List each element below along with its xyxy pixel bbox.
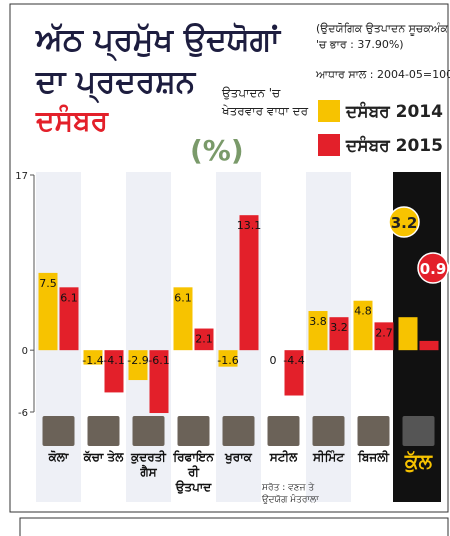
unit-label: (%) [190, 134, 244, 167]
total-badge [417, 252, 449, 284]
bar [83, 350, 103, 365]
bar [398, 317, 418, 351]
category-icon [222, 416, 255, 446]
category-icon [132, 416, 165, 446]
note: (ਉਦਯੋਗਿਕ ਉਤਪਾਦਨ ਸੂਚਕਅੰਕ [316, 22, 448, 35]
value-label: -6.1 [148, 354, 169, 367]
y-tick-label: 17 [15, 171, 28, 182]
x-tick-label: ਬਿਜਲੀ [358, 450, 389, 464]
value-label: 6.1 [174, 291, 192, 304]
legend-label: ਦਸੰਬਰ 2015 [345, 135, 443, 156]
value-label: -4.1 [103, 354, 124, 367]
bar [128, 350, 148, 381]
value-label: 0.9 [420, 260, 447, 278]
bar [59, 287, 79, 351]
value-label: -2.9 [127, 354, 148, 367]
legend-swatch [318, 100, 340, 122]
title-month: ਦਸੰਬਰ [36, 104, 109, 137]
value-label: 3.2 [330, 321, 348, 334]
category-icon [312, 416, 345, 446]
bar [284, 350, 304, 396]
total-badge [388, 206, 420, 238]
bar [353, 300, 373, 351]
bar [419, 340, 439, 351]
x-tick-label: ਕੱਚਾ ਤੇਲ [83, 450, 124, 464]
bar [329, 317, 349, 351]
value-label: 4.8 [354, 305, 372, 318]
x-tick-label: ਕੁਦਰਤੀ ਗੈਸ [131, 450, 166, 479]
value-label: 2.1 [195, 333, 213, 346]
x-tick-label: ਕੁੱਲ [404, 449, 433, 473]
value-label: -1.4 [82, 354, 103, 367]
frame [9, 3, 449, 513]
legend-swatch [318, 134, 340, 156]
bar [308, 311, 328, 351]
title-line: ਅੱਠ ਪ੍ਰਮੁੱਖ ਉਦਯੋਗਾਂ [36, 22, 280, 58]
next-article-frame [19, 517, 449, 536]
value-label: 3.8 [309, 315, 327, 328]
value-label: 3.2 [391, 214, 418, 232]
bar [194, 328, 214, 351]
x-tick-label: ਰਿਫਾਇਨਰੀ ਉਤਪਾਦ [173, 450, 214, 494]
bar [374, 322, 394, 351]
title-line: ਦਾ ਪ੍ਰਦਰਸ਼ਨ [36, 64, 196, 100]
subtitle: ਉਤਪਾਦਨ 'ਚ [222, 86, 281, 100]
value-label: 6.1 [60, 291, 78, 304]
column-band [126, 172, 171, 502]
bar [239, 215, 259, 351]
category-icon [87, 416, 120, 446]
value-label: -1.6 [217, 354, 238, 367]
bar [104, 350, 124, 393]
note: ਆਧਾਰ ਸਾਲ : 2004-05=100 [316, 68, 450, 81]
value-label: 13.1 [237, 219, 262, 232]
value-label: 0 [270, 354, 277, 367]
value-label: 7.5 [39, 277, 57, 290]
x-tick-label: ਕੋਲਾ [48, 450, 69, 464]
bar [173, 287, 193, 351]
source: ਸਰੋਤ : ਵਣਜ ਤੇ ਉਦਯੋਗ ਮੰਤਰਾਲਾ [262, 483, 319, 505]
bar [149, 350, 169, 414]
bar [38, 272, 58, 351]
value-label: 2.7 [375, 326, 393, 339]
x-tick-label: ਸਟੀਲ [269, 450, 298, 464]
value-label: -4.4 [283, 354, 304, 367]
legend-label: ਦਸੰਬਰ 2014 [345, 101, 443, 122]
category-icon [42, 416, 75, 446]
x-tick-label: ਸੀਮਿੰਟ [312, 450, 345, 464]
y-tick-label: 0 [22, 346, 28, 357]
category-icon [267, 416, 300, 446]
x-tick-label: ਖੁਰਾਕ [225, 450, 252, 464]
category-icon [357, 416, 390, 446]
note: 'ਚ ਭਾਰ : 37.90%) [316, 38, 404, 51]
y-tick-label: -6 [18, 408, 28, 419]
category-icon [177, 416, 210, 446]
subtitle: ਖੇਤਰਵਾਰ ਵਾਧਾ ਦਰ [222, 104, 309, 118]
bar [218, 350, 238, 367]
category-icon [402, 416, 435, 446]
